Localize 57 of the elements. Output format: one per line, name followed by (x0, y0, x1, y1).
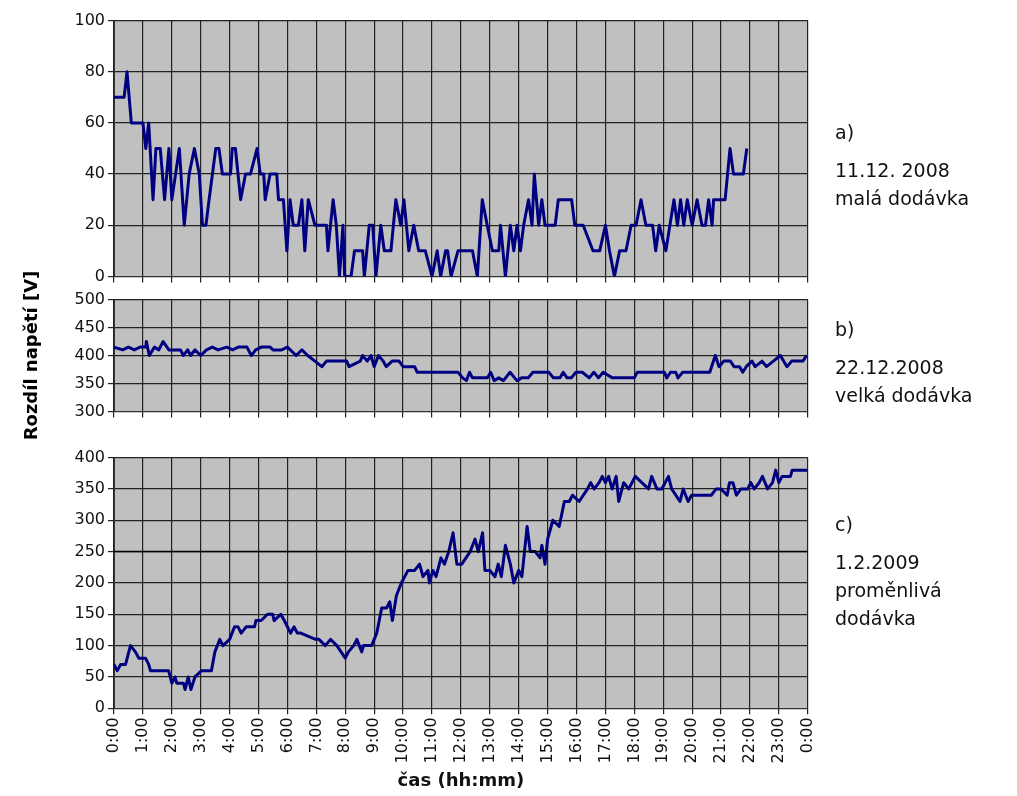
text: 11.12. 2008 (835, 158, 951, 183)
x-tick-label: 0:00 (796, 717, 816, 754)
x-tick-label: 15:00 (536, 717, 556, 764)
y-tick-label: 100 (74, 634, 105, 654)
y-tick-label: 350 (74, 478, 105, 498)
x-tick-label: 10:00 (392, 717, 412, 764)
y-tick-label: 80 (84, 60, 105, 80)
x-tick-label: 5:00 (247, 717, 267, 754)
x-tick-label: 13:00 (478, 717, 498, 764)
y-tick-label: 40 (84, 163, 105, 183)
y-tick-label: 0 (94, 697, 105, 717)
y-tick-label: 150 (74, 603, 105, 623)
x-tick-label: 9:00 (363, 717, 383, 754)
x-tick-label: 21:00 (710, 717, 730, 764)
x-tick-label: 11:00 (421, 717, 441, 764)
x-tick-label: 7:00 (305, 717, 325, 754)
y-tick-label: 50 (84, 666, 105, 686)
x-tick-label: 0:00 (103, 717, 123, 754)
y-tick-label: 400 (74, 446, 105, 466)
text: c) (835, 512, 854, 537)
y-tick-label: 100 (74, 9, 105, 29)
y-tick-label: 500 (74, 288, 105, 308)
text: 22.12.2008 (835, 355, 945, 380)
x-tick-label: 23:00 (768, 717, 788, 764)
text: b) (835, 317, 856, 342)
x-tick-label: 8:00 (334, 717, 354, 754)
y-tick-label: 350 (74, 372, 105, 392)
x-tick-label: 20:00 (681, 717, 701, 764)
y-tick-label: 250 (74, 540, 105, 560)
text: a) (835, 120, 856, 145)
x-tick-label: 12:00 (450, 717, 470, 764)
x-tick-label: 3:00 (189, 717, 209, 754)
x-axis-title: čas (hh:mm) (397, 768, 525, 790)
text: dodávka (835, 606, 917, 631)
text: proměnlivá (835, 578, 942, 603)
x-tick-label: 4:00 (218, 717, 238, 754)
y-tick-label: 300 (74, 400, 105, 420)
text: 1.2.2009 (835, 550, 921, 575)
x-tick-label: 14:00 (507, 717, 527, 764)
x-tick-label: 1:00 (132, 717, 152, 754)
y-tick-label: 300 (74, 509, 105, 529)
x-tick-label: 2:00 (160, 717, 180, 754)
y-tick-label: 0 (94, 265, 105, 285)
x-tick-label: 22:00 (739, 717, 759, 764)
x-tick-label: 18:00 (623, 717, 643, 764)
y-tick-label: 200 (74, 572, 105, 592)
text: velká dodávka (835, 383, 973, 408)
x-tick-label: 19:00 (652, 717, 672, 764)
x-tick-label: 6:00 (276, 717, 296, 754)
y-tick-label: 20 (84, 214, 105, 234)
y-tick-label: 400 (74, 344, 105, 364)
y-tick-label: 60 (84, 112, 105, 132)
y-tick-label: 450 (74, 316, 105, 336)
y-axis-title: Rozdíl napětí [V] (19, 269, 41, 443)
x-tick-label: 16:00 (565, 717, 585, 764)
text: malá dodávka (835, 186, 970, 211)
x-tick-label: 17:00 (594, 717, 614, 764)
